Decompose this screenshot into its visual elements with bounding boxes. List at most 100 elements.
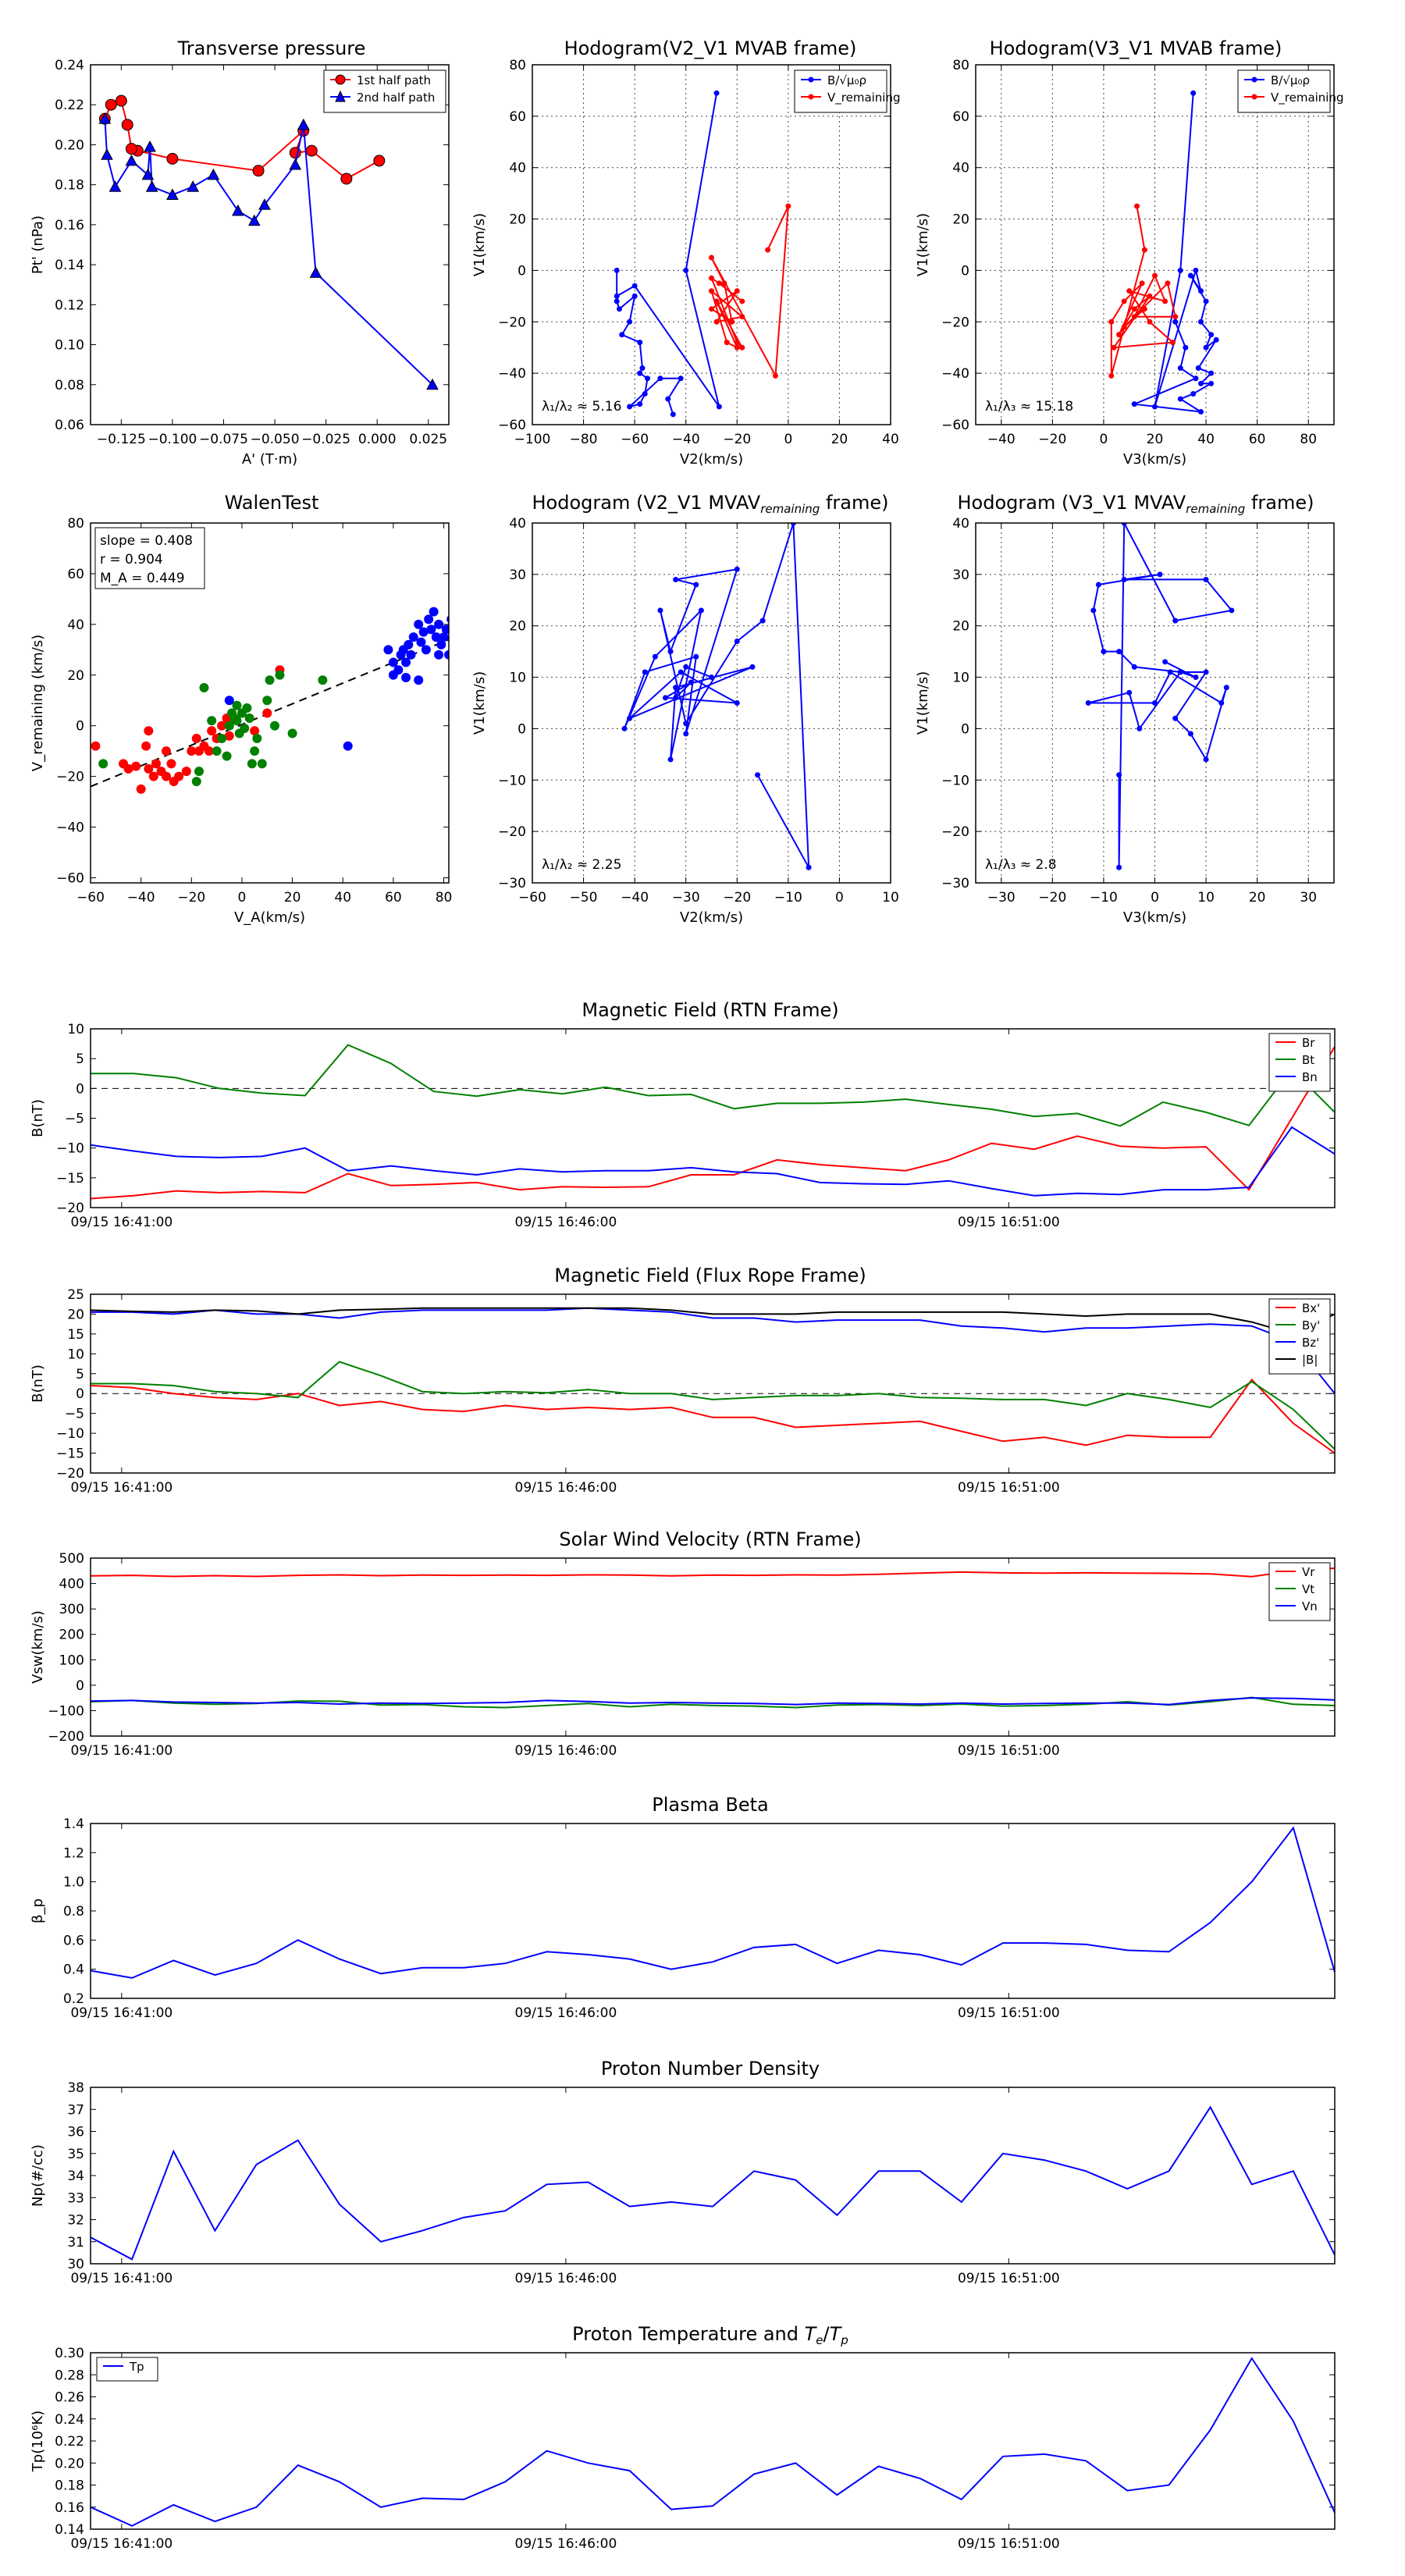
- h2-legend-marker: [1251, 94, 1257, 100]
- wt-point: [212, 746, 222, 756]
- h1-point: [709, 306, 714, 312]
- wt-xtick-label: 80: [436, 890, 453, 906]
- h1-ytick-label: −60: [498, 418, 526, 433]
- tp-xlabel: A' (T·m): [242, 451, 297, 468]
- h4-point: [1136, 725, 1143, 731]
- title-hodogram-v3-v1-mvab: Hodogram(V3_V1 MVAB frame): [990, 37, 1282, 59]
- wt-ytick-label: −20: [56, 770, 84, 785]
- h4-point: [1085, 700, 1091, 706]
- h2-point: [1203, 298, 1209, 304]
- tp-point: [305, 144, 318, 157]
- h3-xtick-label: −50: [570, 890, 598, 906]
- mf_fr-ytick-label: 5: [76, 1367, 84, 1382]
- h2-ytick-label: −40: [941, 366, 969, 382]
- wt-point: [224, 696, 234, 706]
- tp-point: [121, 119, 133, 131]
- chart-h4: −30 −20 −10 0 10 20 30 −30 −20 −10 0 10 20 30 40 V3(km/…: [915, 516, 1335, 926]
- vsw-series-vt: [91, 1696, 1335, 1709]
- mf_fr-legend-label: Bx': [1302, 1301, 1320, 1315]
- h2-xtick-label: −40: [987, 432, 1016, 447]
- h1-xlabel: V2(km/s): [680, 451, 743, 468]
- h1-point: [627, 404, 633, 410]
- h4-point: [1090, 607, 1097, 614]
- h1-series-line-1: [710, 205, 789, 379]
- h3-point: [734, 700, 740, 706]
- wt-ytick-label: 20: [67, 668, 84, 684]
- title-plasma-beta: Plasma Beta: [652, 1794, 768, 1816]
- mf_fr-xtick-label: 09/15 16:51:00: [958, 1480, 1060, 1496]
- wt-ylabel: V_remaining (km/s): [30, 635, 46, 771]
- wt-point: [151, 759, 162, 769]
- wt-xtick-label: −20: [177, 890, 205, 906]
- h3-ytick-label: 40: [509, 516, 526, 532]
- h4-point: [1152, 700, 1158, 706]
- h3-xlabel: V2(km/s): [680, 909, 743, 926]
- h1-point: [657, 375, 663, 382]
- wt-point: [242, 703, 252, 713]
- h4-xtick-label: 30: [1300, 890, 1317, 906]
- h3-ytick-label: −20: [498, 824, 526, 840]
- wt-point: [436, 639, 446, 649]
- h4-ytick-label: 20: [952, 619, 969, 635]
- h1-point: [665, 396, 671, 402]
- tp-ytick-label: 0.10: [55, 338, 84, 354]
- beta-ytick-label: 1.4: [63, 1816, 84, 1832]
- h4-point: [1126, 689, 1133, 696]
- wt-point: [207, 716, 217, 726]
- wt-point: [287, 728, 297, 738]
- wt-point: [91, 741, 101, 751]
- wt-point: [191, 777, 201, 787]
- wt-xtick-label: −40: [127, 890, 155, 906]
- h2-ytick-label: 0: [961, 263, 969, 279]
- h2-legend-label: V_remaining: [1271, 91, 1344, 105]
- beta-ytick-label: 0.8: [63, 1904, 84, 1920]
- vsw-ytick-label: 200: [59, 1628, 84, 1643]
- tp-data: [98, 94, 439, 390]
- h1-data: [614, 90, 791, 418]
- tp-xtick-label: −0.075: [199, 432, 248, 447]
- h3-xtick-label: −30: [672, 890, 700, 906]
- wt-point: [406, 649, 416, 660]
- wt-point: [207, 726, 217, 736]
- mf_rtn-xtick-label: 09/15 16:41:00: [70, 1215, 173, 1230]
- tp-point: [187, 180, 199, 192]
- h3-point: [673, 685, 679, 691]
- tp-point: [252, 165, 265, 177]
- mf_fr-ytick-label: −15: [56, 1446, 84, 1462]
- h1-xtick-label: 0: [784, 432, 792, 447]
- wt-stat: M_A = 0.449: [100, 571, 185, 586]
- wt-point: [232, 716, 242, 726]
- h2-point: [1172, 314, 1179, 320]
- vsw-ylabel: Vsw(km/s): [30, 1610, 46, 1684]
- tp_temp-ytick-label: 0.22: [55, 2434, 84, 2450]
- wt-plot-frame: [90, 522, 450, 884]
- h1-xtick-label: −100: [514, 432, 551, 447]
- h3-point: [627, 715, 633, 721]
- wt-point: [408, 632, 418, 642]
- wt-point: [343, 741, 353, 751]
- mf_fr-series-bx: [91, 1378, 1335, 1454]
- h2-point: [1198, 318, 1204, 325]
- wt-point: [265, 675, 275, 685]
- tp-legend-label: 2nd half path: [357, 91, 435, 105]
- chart-h1: −100 −80 −60 −40 −20 0 20 40 −60 −40 −20 0 20 40 60 80 V…: [471, 58, 901, 468]
- h1-xtick-label: 40: [882, 432, 899, 447]
- h3-point: [621, 725, 628, 731]
- np-ytick-label: 34: [67, 2169, 84, 2184]
- tp-ytick-label: 0.12: [55, 297, 84, 313]
- h3-point: [673, 576, 679, 582]
- mf_fr-ytick-label: −10: [56, 1426, 84, 1442]
- tp_temp-ytick-label: 0.18: [55, 2478, 84, 2494]
- wt-point: [217, 720, 227, 731]
- h3-point: [662, 695, 668, 701]
- h3-point: [749, 664, 756, 670]
- h4-point: [1157, 571, 1163, 578]
- h2-point: [1208, 380, 1215, 386]
- mf_rtn-legend-label: Br: [1302, 1036, 1315, 1050]
- tp-ytick-label: 0.08: [55, 378, 84, 393]
- h4-point: [1095, 582, 1101, 588]
- tp-point: [101, 148, 113, 160]
- tp-point: [340, 173, 353, 185]
- tp_temp-ylabel: Tp(10⁶K): [30, 2411, 46, 2472]
- wt-xtick-label: 20: [284, 890, 301, 906]
